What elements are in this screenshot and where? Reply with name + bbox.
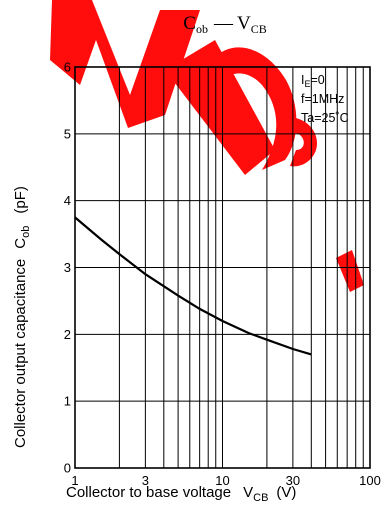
x-tick-label: 30 bbox=[286, 473, 300, 488]
plot-area bbox=[74, 66, 371, 469]
watermark-stroke-2 bbox=[165, 40, 275, 175]
y-tick-label: 6 bbox=[64, 60, 71, 75]
y-axis-label: Collector output capacitance Cob (pF) bbox=[12, 186, 32, 448]
title-dash: — bbox=[213, 13, 234, 34]
title-main: C bbox=[183, 13, 196, 34]
watermark-stroke-5 bbox=[336, 250, 364, 292]
x-axis-label-text: Collector to base voltage bbox=[66, 484, 231, 501]
watermark-stroke-4 bbox=[278, 117, 318, 167]
x-tick-label: 100 bbox=[359, 473, 381, 488]
x-axis-label-unit: (V) bbox=[276, 484, 296, 501]
y-tick-label: 3 bbox=[64, 260, 71, 275]
y-tick-label: 0 bbox=[64, 461, 71, 476]
conditions: IE=0 f=1MHz Ta=25˚C bbox=[301, 73, 349, 125]
watermark-stroke-1 bbox=[50, 0, 200, 128]
x-axis-label-sub: CB bbox=[253, 492, 268, 504]
x-tick-labels: 1 3 10 30 100 bbox=[71, 473, 380, 488]
y-tick-label: 5 bbox=[64, 126, 71, 141]
condition-ie: IE=0 bbox=[301, 73, 325, 89]
series-line bbox=[74, 216, 312, 356]
grid-lines bbox=[75, 67, 370, 468]
x-axis-label: Collector to base voltage VCB (V) bbox=[66, 484, 296, 504]
condition-ie-main: I bbox=[301, 73, 304, 87]
title-second: V bbox=[237, 13, 251, 34]
y-tick-label: 2 bbox=[64, 327, 71, 342]
y-tick-label: 1 bbox=[64, 394, 71, 409]
watermark bbox=[50, 0, 364, 292]
y-axis-label-sub: ob bbox=[20, 226, 32, 238]
x-tick-label: 3 bbox=[142, 473, 149, 488]
x-tick-label: 10 bbox=[215, 473, 229, 488]
y-axis-label-unit: (pF) bbox=[12, 186, 29, 214]
condition-f: f=1MHz bbox=[301, 92, 344, 106]
y-tick-labels: 0 1 2 3 4 5 6 bbox=[64, 60, 71, 476]
y-tick-label: 4 bbox=[64, 193, 71, 208]
title-main-sub: ob bbox=[196, 22, 208, 36]
y-axis-label-sym: C bbox=[12, 238, 29, 249]
condition-ta: Ta=25˚C bbox=[301, 111, 349, 125]
plot-frame bbox=[74, 66, 371, 469]
y-axis-label-text: Collector output capacitance bbox=[12, 259, 29, 448]
condition-ie-sub: E bbox=[304, 79, 310, 89]
title-second-sub: CB bbox=[251, 22, 267, 36]
chart-title: Cob — VCB bbox=[183, 13, 266, 36]
x-axis-label-sym: V bbox=[243, 484, 253, 501]
condition-ie-rest: =0 bbox=[311, 73, 325, 87]
watermark-stroke-3 bbox=[212, 47, 297, 170]
x-tick-label: 1 bbox=[71, 473, 78, 488]
